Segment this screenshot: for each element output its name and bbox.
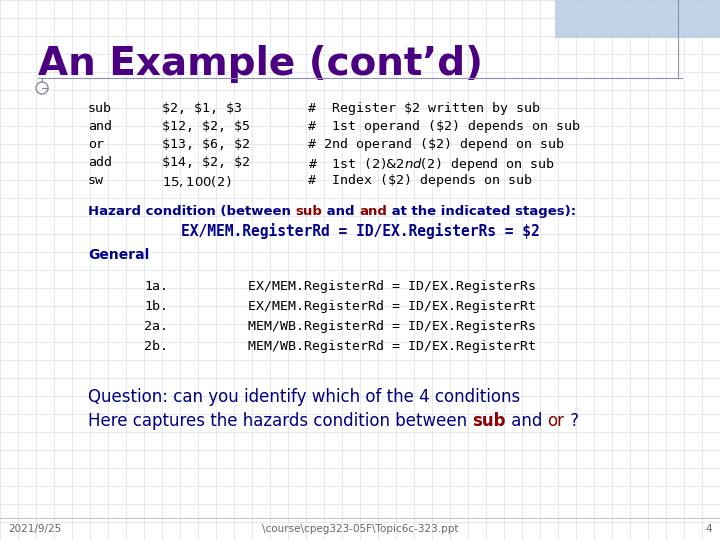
Text: 1b.: 1b. [144,300,168,313]
Text: sub: sub [295,205,323,218]
Text: sub: sub [472,412,506,430]
Text: 4: 4 [706,524,712,534]
Text: sw: sw [88,174,104,187]
Text: ?: ? [564,412,579,430]
FancyBboxPatch shape [555,0,720,38]
Text: at the indicated stages):: at the indicated stages): [387,205,577,218]
Text: \course\cpeg323-05F\Topic6c-323.ppt: \course\cpeg323-05F\Topic6c-323.ppt [262,524,458,534]
Text: MEM/WB.RegisterRd = ID/EX.RegisterRt: MEM/WB.RegisterRd = ID/EX.RegisterRt [248,340,536,353]
Text: EX/MEM.RegisterRd = ID/EX.RegisterRt: EX/MEM.RegisterRd = ID/EX.RegisterRt [248,300,536,313]
Text: and: and [323,205,359,218]
Text: $14, $2, $2: $14, $2, $2 [162,156,250,169]
Text: # 2nd operand ($2) depend on sub: # 2nd operand ($2) depend on sub [308,138,564,151]
Text: or: or [547,412,564,430]
Text: $2, $1, $3: $2, $1, $3 [162,102,242,115]
Text: #  Register $2 written by sub: # Register $2 written by sub [308,102,540,115]
Text: $13, $6, $2: $13, $6, $2 [162,138,250,151]
Text: #  1st ($2) & 2nd ($2) depend on sub: # 1st ($2) & 2nd ($2) depend on sub [308,156,555,173]
Text: #  1st operand ($2) depends on sub: # 1st operand ($2) depends on sub [308,120,580,133]
Text: Hazard condition (between: Hazard condition (between [88,205,295,218]
Text: $15, 100($2): $15, 100($2) [162,174,231,189]
Text: Question: can you identify which of the 4 conditions: Question: can you identify which of the … [88,388,521,406]
Text: EX/MEM.RegisterRd = ID/EX.RegisterRs: EX/MEM.RegisterRd = ID/EX.RegisterRs [248,280,536,293]
Text: 1a.: 1a. [144,280,168,293]
Text: and: and [506,412,547,430]
Text: 2b.: 2b. [144,340,168,353]
Text: Here captures the hazards condition between: Here captures the hazards condition betw… [88,412,472,430]
Text: and: and [359,205,387,218]
Text: sub: sub [88,102,112,115]
Text: #  Index ($2) depends on sub: # Index ($2) depends on sub [308,174,532,187]
Text: $12, $2, $5: $12, $2, $5 [162,120,250,133]
Text: 2a.: 2a. [144,320,168,333]
Text: add: add [88,156,112,169]
Text: EX/MEM.RegisterRd = ID/EX.RegisterRs = $2: EX/MEM.RegisterRd = ID/EX.RegisterRs = $… [181,223,539,239]
Text: 2021/9/25: 2021/9/25 [8,524,61,534]
Text: General: General [88,248,149,262]
Text: MEM/WB.RegisterRd = ID/EX.RegisterRs: MEM/WB.RegisterRd = ID/EX.RegisterRs [248,320,536,333]
Text: and: and [88,120,112,133]
Text: or: or [88,138,104,151]
Text: An Example (cont’d): An Example (cont’d) [38,45,483,83]
